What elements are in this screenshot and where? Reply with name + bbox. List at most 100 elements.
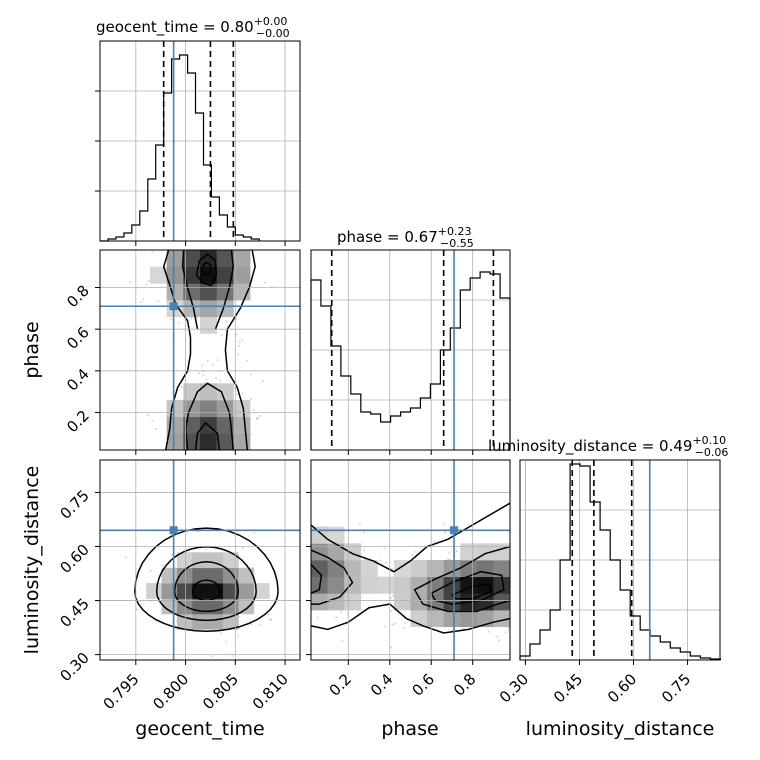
sample-point <box>448 552 450 554</box>
sample-point <box>444 531 446 533</box>
sample-point <box>207 360 209 362</box>
density-cell <box>162 568 178 584</box>
sample-point <box>201 364 203 366</box>
panel-title-geocent_time: geocent_time = 0.80+0.00 −0.00 <box>96 15 290 40</box>
sample-point <box>359 524 361 526</box>
truth-marker <box>450 526 458 534</box>
panel-title-phase: phase = 0.67+0.23 −0.55 <box>337 225 474 250</box>
sample-point <box>264 282 266 284</box>
density-cell <box>377 577 394 594</box>
y-tick-label: 0.45 <box>56 595 92 631</box>
y-tick-label: 0.4 <box>63 365 93 395</box>
x-tick-label: 0.805 <box>199 670 242 713</box>
x-tick-label: 0.795 <box>100 670 143 713</box>
x-tick-label: 0.30 <box>496 670 532 706</box>
sample-point <box>414 551 416 553</box>
sample-point <box>191 317 193 319</box>
density-cell <box>394 577 411 594</box>
density-cell <box>411 577 428 594</box>
density-cell <box>311 527 328 544</box>
sample-point <box>363 531 365 533</box>
sample-point <box>496 636 498 638</box>
sample-point <box>219 379 221 381</box>
sample-point <box>363 549 365 551</box>
x-tick-label: 0.60 <box>604 670 640 706</box>
sample-point <box>210 655 212 657</box>
y-tick-label: 0.6 <box>63 323 93 353</box>
density-cell <box>427 560 444 577</box>
histogram-phase <box>311 272 510 450</box>
x-tick-label: 0.6 <box>408 670 438 700</box>
sample-point <box>341 640 343 642</box>
y-tick-label: 0.75 <box>56 487 92 523</box>
sample-point <box>145 283 147 285</box>
truth-marker <box>170 526 178 534</box>
sample-point <box>157 300 159 302</box>
x-tick-label: 0.2 <box>326 670 356 700</box>
title-lower-error: −0.00 <box>256 27 290 40</box>
density-cell <box>192 552 208 568</box>
sample-point <box>411 554 413 556</box>
sample-point <box>225 320 227 322</box>
y-tick-label: 0.60 <box>56 541 92 577</box>
x-axis-label-luminosity_distance: luminosity_distance <box>526 718 715 740</box>
sample-point <box>250 623 252 625</box>
sample-point <box>380 559 382 561</box>
density-cell <box>200 300 217 317</box>
truth-marker <box>170 302 178 310</box>
sample-point <box>125 556 127 558</box>
sample-point <box>155 428 157 430</box>
density-cell <box>217 383 234 400</box>
sample-point <box>237 354 239 356</box>
density-cell <box>238 568 254 584</box>
density-cell <box>493 543 510 560</box>
density-cell <box>394 593 411 610</box>
sample-point <box>250 398 252 400</box>
sample-point <box>259 415 261 417</box>
density-cell <box>344 593 361 610</box>
sample-point <box>212 364 214 366</box>
panel-content <box>311 503 511 648</box>
density-cell <box>477 560 494 577</box>
y-tick-label: 0.2 <box>63 407 93 437</box>
sample-point <box>140 301 142 303</box>
sample-point <box>392 624 394 626</box>
density-cell <box>167 400 184 417</box>
sample-point <box>447 558 449 560</box>
density-cell <box>208 614 224 630</box>
sample-point <box>256 418 258 420</box>
sample-point <box>258 624 260 626</box>
sample-point <box>217 359 219 361</box>
density-cell <box>167 283 184 300</box>
density-cell <box>427 610 444 627</box>
density-cell <box>344 560 361 577</box>
x-tick-label: 0.800 <box>149 670 192 713</box>
density-cell <box>217 283 234 300</box>
sample-point <box>456 550 458 552</box>
sample-point <box>383 548 385 550</box>
density-cell <box>238 583 254 599</box>
x-tick-label: 0.4 <box>367 670 397 700</box>
sample-point <box>340 611 342 613</box>
sample-point <box>236 333 238 335</box>
sample-point <box>151 251 153 253</box>
density-cell <box>328 593 345 610</box>
sample-point <box>242 393 244 395</box>
sample-point <box>221 334 223 336</box>
title-lower-error: −0.06 <box>695 446 729 459</box>
title-median: phase = 0.67 <box>337 228 438 246</box>
sample-point <box>403 627 405 629</box>
sample-point <box>498 639 500 641</box>
sample-point <box>404 622 406 624</box>
sample-point <box>150 570 152 572</box>
sample-point <box>151 420 153 422</box>
sample-point <box>215 377 217 379</box>
sample-point <box>384 626 386 628</box>
sample-point <box>170 319 172 321</box>
panel-content <box>125 528 278 657</box>
density-cell <box>200 383 217 400</box>
density-cell <box>328 577 345 594</box>
sample-point <box>390 597 392 599</box>
density-cell <box>200 283 217 300</box>
